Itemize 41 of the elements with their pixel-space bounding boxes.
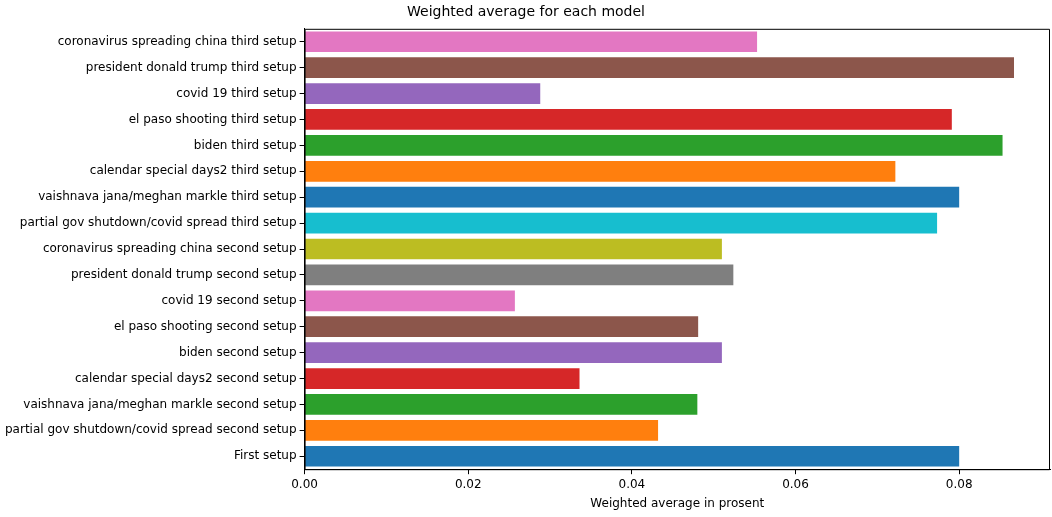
x-axis-title: Weighted average in prosent (590, 495, 765, 510)
chart-title: Weighted average for each model (407, 3, 645, 20)
y-tick-label: covid 19 third setup (176, 85, 297, 100)
y-tick-label: coronavirus spreading china second setup (42, 241, 297, 256)
y-tick-label: president donald trump third setup (85, 59, 297, 74)
x-tick-label: 0.02 (454, 476, 482, 491)
bar (305, 83, 541, 104)
y-tick-label: calendar special days2 second setup (74, 370, 297, 385)
bar (305, 238, 722, 260)
bar (305, 342, 722, 363)
y-tick-label: partial gov shutdown/covid spread second setup (4, 422, 297, 437)
x-tick-label: 0.00 (291, 476, 318, 491)
y-tick-label: First setup (233, 448, 297, 463)
bar (305, 445, 960, 467)
x-tick-label: 0.08 (945, 476, 973, 491)
bar (305, 160, 896, 182)
y-tick-label: partial gov shutdown/covid spread third setup (19, 215, 297, 230)
bar (305, 135, 1003, 156)
x-tick-label: 0.04 (618, 476, 646, 491)
bar (305, 264, 734, 286)
x-tick-label: 0.06 (782, 476, 809, 491)
y-tick-label: calendar special days2 third setup (89, 163, 297, 178)
bar (305, 394, 698, 415)
bar (305, 290, 515, 312)
y-tick-label: biden third setup (193, 137, 297, 152)
bar (305, 316, 699, 338)
y-tick-label: biden second setup (179, 344, 297, 359)
y-tick-label: el paso shooting third setup (128, 111, 297, 126)
y-tick-label: vaishnava jana/meghan markle third setup (38, 189, 297, 204)
y-tick-label: president donald trump second setup (70, 267, 297, 282)
bar (305, 57, 1014, 79)
bar (305, 109, 952, 130)
bar (305, 186, 960, 208)
bar (305, 212, 938, 234)
bar (305, 31, 758, 53)
bar (305, 419, 659, 441)
y-tick-label: coronavirus spreading china third setup (57, 33, 297, 48)
y-tick-label: vaishnava jana/meghan markle second setup (23, 396, 297, 411)
bar (305, 368, 580, 389)
y-tick-label: covid 19 second setup (161, 292, 297, 307)
y-tick-label: el paso shooting second setup (113, 318, 297, 333)
